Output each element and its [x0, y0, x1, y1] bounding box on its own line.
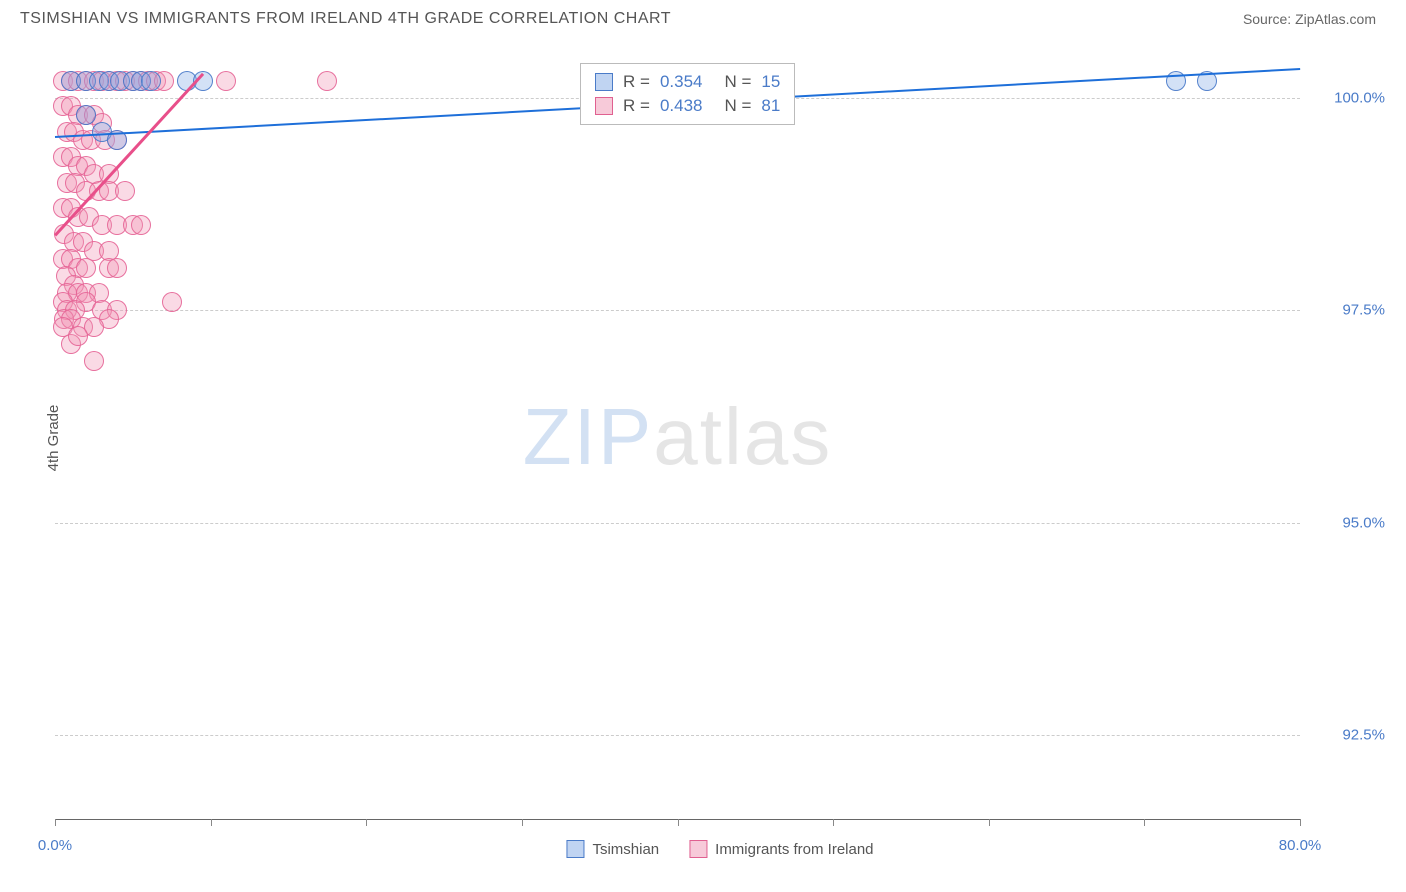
- gridline: [55, 523, 1300, 524]
- x-tick: [211, 819, 212, 826]
- stat-n-value: 81: [761, 96, 780, 116]
- legend-swatch: [595, 73, 613, 91]
- x-tick: [678, 819, 679, 826]
- plot-region: ZIPatlas 92.5%95.0%97.5%100.0%0.0%80.0%R…: [55, 55, 1300, 820]
- x-tick: [55, 819, 56, 826]
- stat-n-value: 15: [761, 72, 780, 92]
- source-label: Source:: [1243, 11, 1295, 27]
- data-point: [115, 181, 135, 201]
- y-tick-label: 92.5%: [1342, 727, 1385, 744]
- x-tick-label: 0.0%: [38, 837, 72, 854]
- x-tick: [522, 819, 523, 826]
- x-tick: [833, 819, 834, 826]
- stat-r-value: 0.438: [660, 96, 703, 116]
- source-value: ZipAtlas.com: [1295, 11, 1376, 27]
- gridline: [55, 310, 1300, 311]
- legend-item: Immigrants from Ireland: [689, 840, 873, 858]
- legend-swatch: [689, 840, 707, 858]
- x-tick: [989, 819, 990, 826]
- watermark-atlas: atlas: [653, 392, 832, 481]
- chart-area: 4th Grade ZIPatlas 92.5%95.0%97.5%100.0%…: [55, 55, 1385, 820]
- data-point: [68, 326, 88, 346]
- header-row: TSIMSHIAN VS IMMIGRANTS FROM IRELAND 4TH…: [0, 0, 1406, 33]
- data-point: [162, 292, 182, 312]
- bottom-legend: Tsimshian Immigrants from Ireland: [566, 840, 873, 858]
- data-point: [84, 351, 104, 371]
- data-point: [76, 258, 96, 278]
- source-attribution: Source: ZipAtlas.com: [1243, 11, 1376, 27]
- data-point: [131, 215, 151, 235]
- data-point: [317, 71, 337, 91]
- data-point: [216, 71, 236, 91]
- legend-swatch: [595, 97, 613, 115]
- data-point: [76, 105, 96, 125]
- x-tick: [1300, 819, 1301, 826]
- watermark-zip: ZIP: [523, 392, 653, 481]
- legend-label: Tsimshian: [592, 841, 659, 858]
- chart-title: TSIMSHIAN VS IMMIGRANTS FROM IRELAND 4TH…: [20, 10, 671, 28]
- x-tick-label: 80.0%: [1279, 837, 1322, 854]
- stat-r-value: 0.354: [660, 72, 703, 92]
- stats-box: R = 0.354 N = 15 R = 0.438 N = 81: [580, 63, 795, 125]
- watermark: ZIPatlas: [523, 391, 832, 483]
- gridline: [55, 735, 1300, 736]
- y-tick-label: 95.0%: [1342, 514, 1385, 531]
- legend-swatch: [566, 840, 584, 858]
- legend-item: Tsimshian: [566, 840, 659, 858]
- stat-r-label: R =: [623, 72, 650, 92]
- stat-n-label: N =: [724, 96, 751, 116]
- x-tick: [366, 819, 367, 826]
- data-point: [107, 258, 127, 278]
- stat-r-label: R =: [623, 96, 650, 116]
- y-tick-label: 100.0%: [1334, 89, 1385, 106]
- stat-n-label: N =: [724, 72, 751, 92]
- x-tick: [1144, 819, 1145, 826]
- stats-row: R = 0.354 N = 15: [595, 70, 780, 94]
- stats-row: R = 0.438 N = 81: [595, 94, 780, 118]
- data-point: [141, 71, 161, 91]
- legend-label: Immigrants from Ireland: [715, 841, 873, 858]
- y-tick-label: 97.5%: [1342, 302, 1385, 319]
